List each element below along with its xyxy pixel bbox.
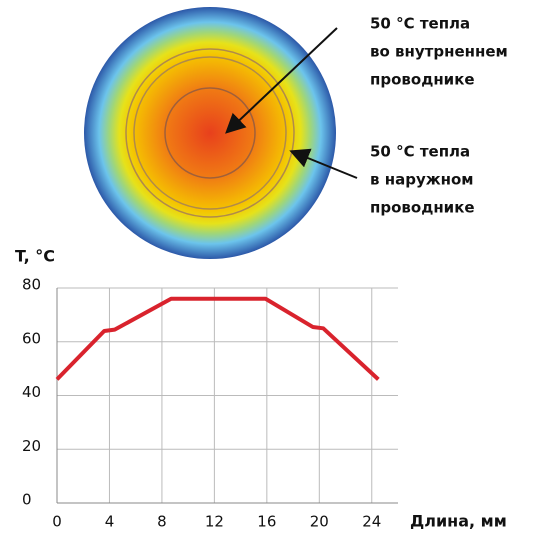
x-tick-label: 8 <box>157 513 167 531</box>
annotation: 50 °C тепла <box>370 15 470 33</box>
annotation: во внутрненнем <box>370 43 508 61</box>
x-tick-label: 16 <box>257 513 276 531</box>
x-tick-label: 24 <box>362 513 381 531</box>
y-tick-label: 60 <box>22 329 41 347</box>
x-tick-label: 0 <box>52 513 62 531</box>
x-tick-label: 4 <box>105 513 115 531</box>
x-axis-title: Длина, мм <box>410 512 507 531</box>
y-tick-label: 40 <box>22 383 41 401</box>
cable-cross-section <box>84 7 336 259</box>
annotation: в наружном <box>370 171 474 189</box>
x-tick-label: 12 <box>205 513 224 531</box>
y-tick-label: 80 <box>22 276 41 294</box>
y-tick-label: 20 <box>22 437 41 455</box>
y-tick-label: 0 <box>22 491 32 509</box>
arrow <box>289 148 358 179</box>
annotation: 50 °C тепла <box>370 143 470 161</box>
inner-conductor-ring <box>164 87 256 179</box>
annotation: проводнике <box>370 71 475 89</box>
y-axis-title: T, °C <box>15 247 55 266</box>
outer-conductor-ring <box>133 56 287 210</box>
annotation: проводнике <box>370 199 475 217</box>
x-tick-label: 20 <box>310 513 329 531</box>
arrow <box>225 27 338 134</box>
outer-conductor-ring <box>125 48 295 218</box>
data-line <box>55 296 380 381</box>
